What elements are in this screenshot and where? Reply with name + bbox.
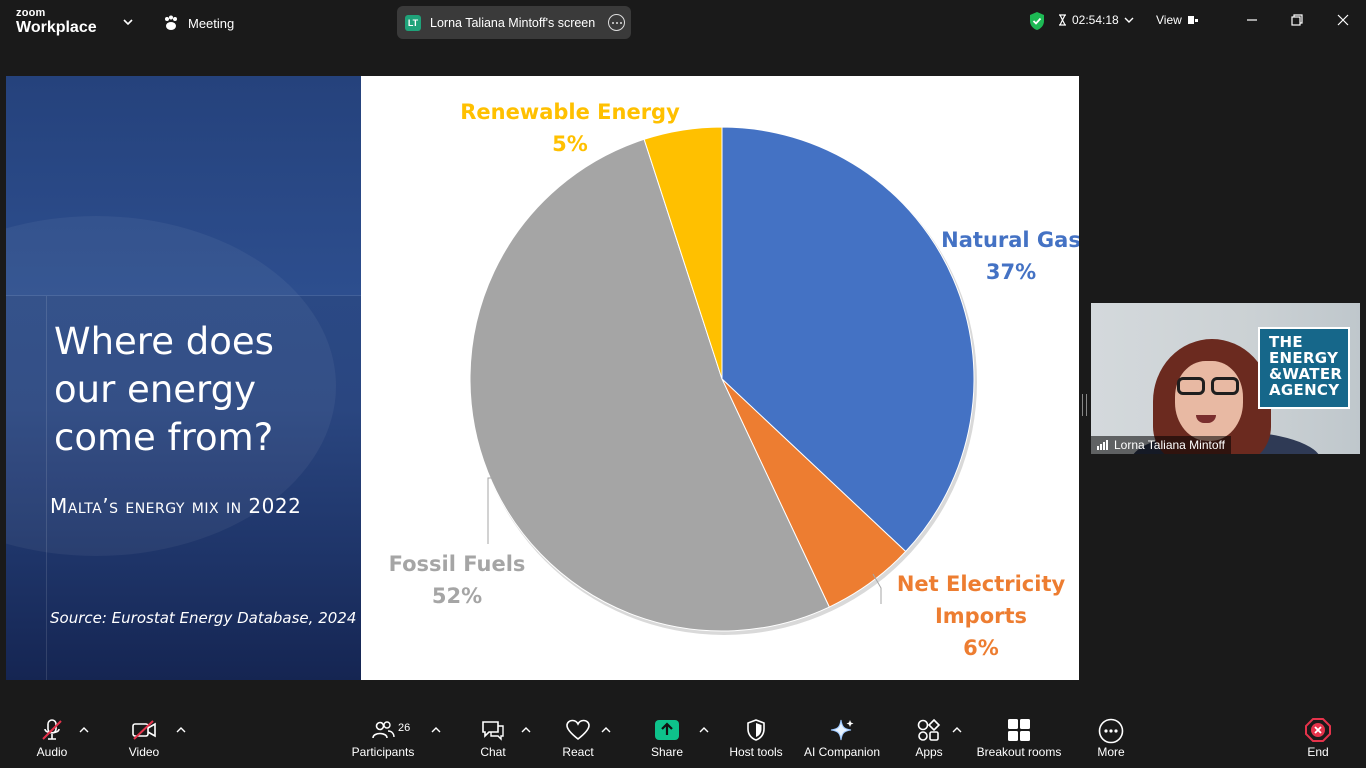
- chat-label: Chat: [480, 745, 506, 759]
- participant-name-bar: Lorna Taliana Mintoff: [1091, 436, 1231, 454]
- glasses-left: [1177, 377, 1205, 395]
- chevron-down-icon: [1124, 17, 1134, 23]
- end-meeting-button[interactable]: End: [1298, 708, 1338, 768]
- view-layout-icon: [1187, 16, 1198, 24]
- share-screen-icon: [655, 720, 679, 740]
- microphone-muted-icon: [42, 719, 62, 740]
- camera-off-icon: [132, 720, 156, 740]
- label-renewable-line-0: Renewable Energy: [460, 100, 680, 124]
- close-icon[interactable]: [1333, 10, 1353, 30]
- audio-label: Audio: [36, 745, 68, 759]
- label-fossil-fuels-line-1: 52%: [432, 584, 482, 608]
- audio-options-caret-icon[interactable]: [79, 726, 89, 734]
- chat-options-caret-icon[interactable]: [521, 726, 531, 734]
- meeting-label: Meeting: [188, 15, 235, 31]
- label-fossil-fuels-line-0: Fossil Fuels: [389, 552, 526, 576]
- pie-chart: Natural Gas 37% Net Electricity Imports 6% Fo…: [389, 100, 1079, 660]
- ai-companion-label: AI Companion: [803, 745, 881, 759]
- end-label: End: [1307, 745, 1329, 759]
- chat-button[interactable]: Chat: [473, 708, 513, 768]
- end-icon: [1305, 718, 1331, 742]
- participants-options-caret-icon[interactable]: [431, 726, 441, 734]
- share-label: Share: [650, 745, 684, 759]
- breakout-rooms-button[interactable]: Breakout rooms: [974, 708, 1064, 768]
- leader-line-fossil: [487, 477, 492, 544]
- apps-button[interactable]: Apps: [909, 708, 949, 768]
- chat-icon: [482, 721, 504, 741]
- label-renewable-line-1: 5%: [552, 132, 588, 156]
- view-label: View: [1156, 13, 1182, 27]
- meeting-toolbar: Audio Video Participants 26 Chat: [0, 708, 1366, 768]
- host-tools-button[interactable]: Host tools: [726, 708, 786, 768]
- pie-slice-natural-gas: [721, 126, 975, 553]
- participants-count: 26: [398, 722, 411, 734]
- slide-source: Source: Eurostat Energy Database, 2024: [50, 609, 357, 627]
- participant-video[interactable]: THE ENERGY &WATER AGENCY Lorna Taliana M…: [1091, 303, 1360, 454]
- shield-icon: [747, 719, 765, 741]
- shared-screen-title: Lorna Taliana Mintoff's screen: [430, 15, 596, 30]
- brand-workplace-text: Workplace: [16, 19, 97, 36]
- agency-logo: THE ENERGY &WATER AGENCY: [1258, 327, 1350, 409]
- signal-bars-icon: [1097, 440, 1108, 450]
- sparkle-icon: [830, 719, 854, 741]
- video-options-caret-icon[interactable]: [176, 726, 186, 734]
- leader-line-imports: [872, 573, 882, 604]
- label-imports-line-2: 6%: [963, 636, 999, 660]
- participant-face: [1175, 361, 1243, 441]
- participants-icon: [372, 721, 395, 739]
- label-imports-line-0: Net Electricity: [897, 572, 1066, 596]
- slide-subtitle: Malta’s energy mix in 2022: [50, 494, 302, 518]
- label-natural-gas-line-0: Natural Gas: [941, 228, 1079, 252]
- restore-icon[interactable]: [1287, 10, 1307, 30]
- paw-icon: [165, 15, 177, 30]
- audio-button[interactable]: Audio: [30, 708, 74, 768]
- pie-slice-renewable-energy: [643, 126, 723, 380]
- minimize-icon[interactable]: [1242, 10, 1262, 30]
- share-button[interactable]: Share: [647, 708, 687, 768]
- encryption-shield-icon[interactable]: [1028, 11, 1046, 31]
- participants-label: Participants: [351, 745, 415, 759]
- chart-panel: Natural Gas 37% Net Electricity Imports 6% Fo…: [361, 76, 1079, 680]
- apps-icon: [917, 718, 941, 741]
- participants-button[interactable]: Participants: [347, 708, 419, 768]
- react-label: React: [562, 745, 594, 759]
- meeting-menu[interactable]: Meeting: [162, 13, 234, 33]
- ai-companion-button[interactable]: AI Companion: [801, 708, 883, 768]
- brand-zoom-text: zoom: [16, 7, 46, 19]
- label-natural-gas-line-1: 37%: [986, 260, 1036, 284]
- resize-handle[interactable]: [1082, 394, 1087, 416]
- more-button[interactable]: More: [1091, 708, 1131, 768]
- pie-slice-fossil-fuels: [469, 138, 830, 632]
- breakout-rooms-icon: [1008, 719, 1030, 741]
- meeting-timer[interactable]: 02:54:18: [1058, 13, 1134, 27]
- app-brand: zoom Workplace: [16, 8, 97, 36]
- video-button[interactable]: Video: [122, 708, 166, 768]
- apps-label: Apps: [915, 745, 943, 759]
- share-options-caret-icon[interactable]: [699, 726, 709, 734]
- participant-name: Lorna Taliana Mintoff: [1114, 438, 1225, 452]
- shared-screen-pill[interactable]: LT Lorna Taliana Mintoff's screen: [397, 6, 631, 39]
- glasses-right: [1211, 377, 1239, 395]
- breakout-rooms-label: Breakout rooms: [976, 745, 1062, 759]
- label-imports-line-1: Imports: [935, 604, 1027, 628]
- more-options-icon[interactable]: [608, 14, 625, 31]
- host-tools-label: Host tools: [729, 745, 783, 759]
- sharer-avatar: LT: [405, 14, 421, 31]
- more-icon: [1098, 718, 1124, 744]
- slide-title-panel: Where does our energy come from? Malta’s…: [6, 76, 361, 680]
- slide-title: Where does our energy come from?: [54, 320, 274, 459]
- react-options-caret-icon[interactable]: [601, 726, 611, 734]
- hourglass-icon: [1059, 14, 1066, 26]
- more-label: More: [1097, 745, 1125, 759]
- video-label: Video: [128, 745, 160, 759]
- apps-options-caret-icon[interactable]: [952, 726, 962, 734]
- react-button[interactable]: React: [557, 708, 599, 768]
- shared-slide: Where does our energy come from? Malta’s…: [6, 76, 1079, 680]
- timer-text: 02:54:18: [1072, 13, 1119, 27]
- title-bar: zoom Workplace Meeting LT Lorna Taliana …: [0, 0, 1366, 44]
- heart-icon: [566, 719, 590, 741]
- view-menu[interactable]: View: [1156, 13, 1199, 27]
- participant-mouth: [1196, 415, 1216, 423]
- chevron-down-icon[interactable]: [120, 14, 136, 30]
